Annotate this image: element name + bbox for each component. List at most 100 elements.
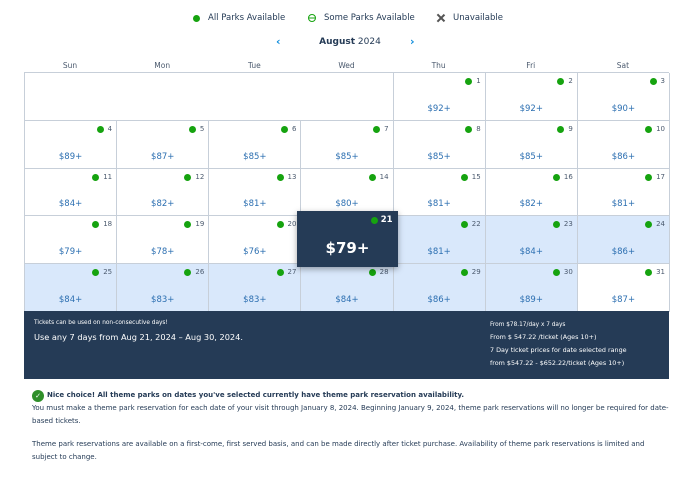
month-navigation: ‹ August 2024 ›: [0, 35, 700, 51]
price-summary: From $78.17/day x 7 days From $ 547.22 /…: [490, 319, 665, 370]
all-parks-available-icon: [552, 268, 560, 276]
day-price: $84+: [335, 295, 359, 305]
day-number-text: 9: [568, 125, 573, 133]
all-parks-available-icon: [184, 268, 192, 276]
day-price: $86+: [611, 247, 636, 257]
calendar-day[interactable]: 15 $81+: [393, 169, 486, 216]
thumbs-up-icon: ✓: [32, 389, 44, 402]
calendar-day[interactable]: 23 $84+: [485, 216, 578, 264]
calendar-day[interactable]: 1 $92+: [393, 73, 486, 121]
calendar-day[interactable]: 27 $83+: [209, 264, 302, 312]
weekday-mon: Mon: [154, 61, 171, 70]
weekday-header: Sun Mon Tue Wed Thu Fri Sat: [24, 61, 669, 73]
all-parks-available-icon: [368, 173, 376, 181]
all-parks-available-icon: [645, 268, 653, 276]
day-price: $76+: [243, 247, 267, 257]
calendar-day[interactable]: 18 $79+: [25, 216, 118, 264]
day-number: 30: [552, 268, 573, 276]
day-number: 23: [552, 220, 573, 228]
day-number: 3: [649, 77, 665, 85]
day-number-text: 6: [291, 125, 297, 133]
day-price: $85+: [243, 152, 267, 162]
availability-legend: All Parks Available Some Parks Available…: [0, 11, 700, 25]
calendar-day[interactable]: 8 $85+: [393, 121, 486, 169]
selected-day-price: $79+: [325, 239, 370, 257]
all-parks-available-icon: [557, 125, 565, 133]
all-parks-available-icon: [276, 268, 284, 276]
day-number: 14: [368, 173, 389, 181]
reservation-requirement-text: You must make a theme park reservation f…: [32, 404, 669, 425]
day-number: 6: [280, 125, 297, 133]
day-price: $87+: [611, 295, 636, 305]
day-price: $81+: [427, 199, 451, 209]
calendar-day[interactable]: 14 $80+: [301, 169, 394, 216]
calendar-grid: 1 $92+ 2 $92+ 3 $90+ 4 $89+ 5 $87+ 6 $85+ 7 $85+ 8 $85+…: [24, 72, 670, 312]
calendar-day[interactable]: 2 $92+: [485, 73, 578, 121]
selected-day-text: 21: [380, 215, 393, 225]
day-number-text: 22: [471, 220, 481, 228]
chevron-right-icon[interactable]: ›: [410, 35, 415, 48]
day-number-text: 29: [471, 268, 481, 276]
selected-start-day[interactable]: 21 $79+: [297, 211, 398, 267]
all-parks-available-icon: [373, 125, 381, 133]
day-price: $79+: [58, 247, 83, 257]
calendar-day[interactable]: 29 $86+: [393, 264, 486, 312]
calendar-day[interactable]: 3 $90+: [577, 73, 670, 121]
day-number: 31: [645, 268, 665, 276]
day-price: $83+: [243, 295, 267, 305]
day-price: $78+: [151, 247, 175, 257]
ticket-summary-panel: Tickets can be used on non-consecutive d…: [24, 311, 669, 379]
day-number: 2: [557, 77, 573, 85]
calendar-day[interactable]: 13 $81+: [209, 169, 302, 216]
unavailable-icon: [437, 14, 445, 22]
chevron-left-icon[interactable]: ‹: [276, 35, 281, 48]
day-number: 1: [465, 77, 481, 85]
calendar-day[interactable]: 7 $85+: [301, 121, 394, 169]
non-consecutive-note: Tickets can be used on non-consecutive d…: [34, 320, 168, 326]
calendar-day[interactable]: 20 $76+: [209, 216, 302, 264]
calendar-day[interactable]: 22 $81+: [393, 216, 486, 264]
day-number-text: 15: [471, 173, 481, 181]
calendar-day[interactable]: 4 $89+: [25, 121, 118, 169]
day-price: $89+: [58, 152, 83, 162]
calendar-day[interactable]: 11 $84+: [25, 169, 118, 216]
day-number-text: 17: [656, 173, 665, 181]
calendar-day[interactable]: 5 $87+: [117, 121, 210, 169]
calendar-day[interactable]: 25 $84+: [25, 264, 118, 312]
day-number: 8: [465, 125, 481, 133]
calendar-day[interactable]: 12 $82+: [117, 169, 210, 216]
day-number: 17: [645, 173, 665, 181]
day-number-text: 4: [107, 125, 113, 133]
calendar-day[interactable]: 19 $78+: [117, 216, 210, 264]
legend-unavailable: Unavailable: [437, 11, 503, 25]
all-parks-available-icon: [188, 125, 196, 133]
calendar-day[interactable]: 16 $82+: [485, 169, 578, 216]
day-number: 15: [460, 173, 481, 181]
day-number-text: 28: [379, 268, 389, 276]
reservation-availability-text: Theme park reservations are available on…: [32, 440, 645, 461]
all-parks-available-icon: [645, 125, 653, 133]
day-number-text: 2: [568, 77, 573, 85]
day-price: $81+: [427, 247, 451, 257]
legend-all-parks: All Parks Available: [193, 11, 285, 25]
day-number: 10: [645, 125, 665, 133]
day-number-text: 26: [195, 268, 205, 276]
calendar-day[interactable]: 6 $85+: [209, 121, 302, 169]
day-number-text: 14: [379, 173, 389, 181]
day-price: $85+: [335, 152, 359, 162]
calendar-day[interactable]: 9 $85+: [485, 121, 578, 169]
day-price: $80+: [335, 199, 359, 209]
calendar-day[interactable]: 31 $87+: [577, 264, 670, 312]
all-parks-available-icon: [460, 268, 468, 276]
calendar-day[interactable]: 28 $84+: [301, 264, 394, 312]
calendar-day[interactable]: 10 $86+: [577, 121, 670, 169]
day-price: $89+: [519, 295, 543, 305]
calendar-day[interactable]: 24 $86+: [577, 216, 670, 264]
calendar-day[interactable]: 30 $89+: [485, 264, 578, 312]
calendar-day[interactable]: 17 $81+: [577, 169, 670, 216]
calendar-day[interactable]: 26 $83+: [117, 264, 210, 312]
day-number-text: 1: [476, 77, 481, 85]
legend-some-label: Some Parks Available: [324, 13, 415, 23]
day-number: 13: [276, 173, 296, 181]
day-number-text: 10: [656, 125, 665, 133]
